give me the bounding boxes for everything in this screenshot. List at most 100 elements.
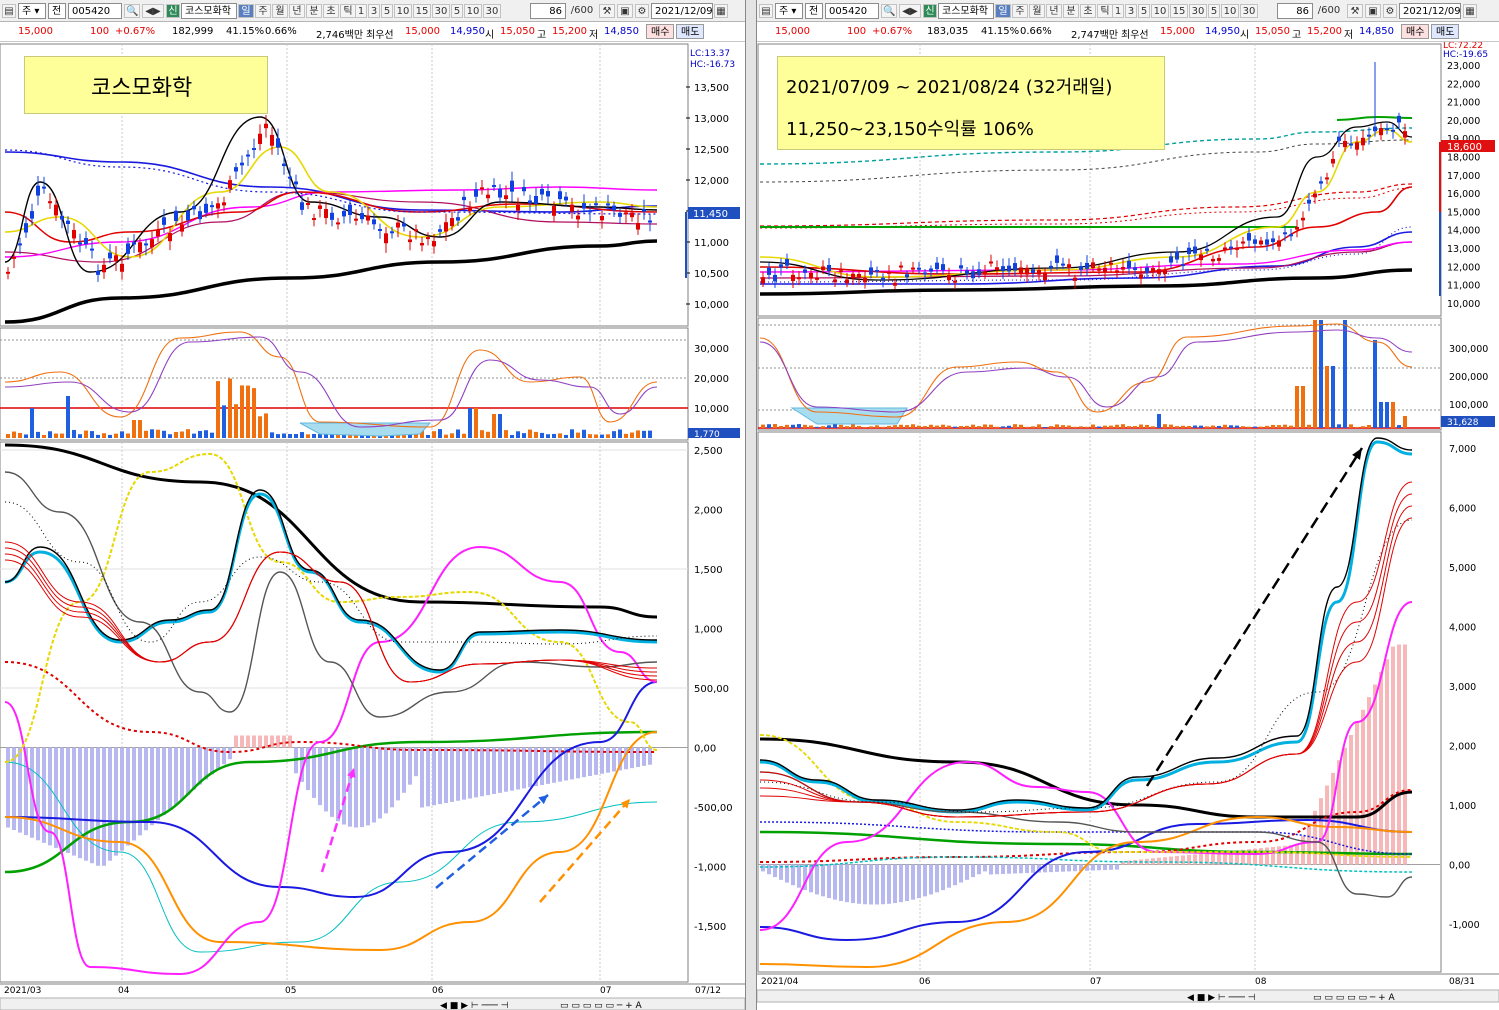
right-settings-icon[interactable]: ⚙ xyxy=(1383,4,1397,18)
right-period-tab-2[interactable]: 월 xyxy=(1029,4,1045,18)
left-tool-icon-1[interactable]: ⚒ xyxy=(599,4,615,18)
right-unit-tab-7[interactable]: 10 xyxy=(1221,4,1239,18)
left-buy-button[interactable]: 매수 xyxy=(646,24,675,39)
left-prev-next-icon[interactable]: ◀▶ xyxy=(142,4,164,18)
right-period-tab-3[interactable]: 년 xyxy=(1046,4,1062,18)
right-best-label: 최우선 xyxy=(1121,30,1149,41)
left-period-tab-5[interactable]: 초 xyxy=(323,4,339,18)
right-osc-tick-6: 1,000 xyxy=(1449,801,1476,812)
right-unit-tab-0[interactable]: 1 xyxy=(1112,4,1124,18)
left-candle xyxy=(576,215,580,220)
right-unit-tab-3[interactable]: 10 xyxy=(1151,4,1169,18)
right-osc-hist xyxy=(809,864,813,893)
right-osc-hist xyxy=(845,864,849,903)
right-unit-tab-2[interactable]: 5 xyxy=(1138,4,1150,18)
right-period-tab-5[interactable]: 초 xyxy=(1080,4,1096,18)
right-ma-gray-dashed xyxy=(759,139,1413,183)
left-unit-tab-5[interactable]: 30 xyxy=(432,4,450,18)
left-osc-tick-2: 1,500 xyxy=(694,565,723,576)
left-credit-badge[interactable]: 신 xyxy=(166,4,180,18)
right-osc-hist xyxy=(881,864,885,905)
right-save-icon[interactable]: ▣ xyxy=(1365,4,1381,18)
right-type-select[interactable]: 전 xyxy=(805,3,823,19)
right-menu-icon[interactable]: ▤ xyxy=(759,4,773,18)
left-osc-hist xyxy=(102,747,106,866)
left-period-tab-6[interactable]: 틱 xyxy=(340,4,356,18)
right-tool-icon-1[interactable]: ⚒ xyxy=(1347,4,1363,18)
right-period-tab-1[interactable]: 주 xyxy=(1012,4,1028,18)
left-period-tab-1[interactable]: 주 xyxy=(255,4,271,18)
left-unit-tab-4[interactable]: 15 xyxy=(413,4,431,18)
right-osc-blue xyxy=(759,818,1413,942)
right-candle xyxy=(809,272,813,279)
right-period-tab-6[interactable]: 틱 xyxy=(1097,4,1113,18)
right-best-ask: 15,000 xyxy=(1160,26,1195,37)
right-search-icon[interactable]: 🔍 xyxy=(881,4,897,18)
left-period-tab-3[interactable]: 년 xyxy=(289,4,305,18)
right-candle xyxy=(1133,267,1137,270)
left-unit-tab-6[interactable]: 5 xyxy=(451,4,463,18)
right-period-tab-0[interactable]: 일 xyxy=(995,4,1011,18)
left-count-input[interactable]: 86 xyxy=(530,3,566,19)
left-calendar-icon[interactable]: ▦ xyxy=(714,4,728,18)
left-type-select[interactable]: 전 xyxy=(48,3,66,19)
right-code-input[interactable]: 005420 ▾ xyxy=(825,3,879,33)
left-save-icon[interactable]: ▣ xyxy=(617,4,633,18)
right-period-tab-4[interactable]: 분 xyxy=(1063,4,1079,18)
left-market-select[interactable]: 주 ▾ xyxy=(18,3,46,19)
right-candle xyxy=(1091,262,1095,269)
right-buy-button[interactable]: 매수 xyxy=(1401,24,1430,39)
right-unit-tab-5[interactable]: 30 xyxy=(1189,4,1207,18)
right-vol-bar xyxy=(1163,424,1167,428)
left-osc-hist xyxy=(648,747,652,765)
left-unit-tab-7[interactable]: 10 xyxy=(464,4,482,18)
left-candle xyxy=(432,241,436,247)
right-unit-tab-6[interactable]: 5 xyxy=(1208,4,1220,18)
right-candle xyxy=(1019,267,1023,274)
right-osc-hist xyxy=(1097,864,1101,871)
left-settings-icon[interactable]: ⚙ xyxy=(635,4,649,18)
left-unit-tab-3[interactable]: 10 xyxy=(394,4,412,18)
right-osc-hist xyxy=(917,864,921,899)
left-price-tick-3: 12,000 xyxy=(694,176,729,187)
left-period-tab-0[interactable]: 일 xyxy=(238,4,254,18)
left-date-input[interactable]: 2021/12/09 xyxy=(651,3,713,19)
left-period-tab-2[interactable]: 월 xyxy=(272,4,288,18)
right-vol-bar xyxy=(1199,425,1203,428)
pane-divider[interactable] xyxy=(745,0,757,1010)
right-vol-bar xyxy=(1013,424,1017,428)
right-credit-badge[interactable]: 신 xyxy=(923,4,937,18)
left-sell-button[interactable]: 매도 xyxy=(676,24,705,39)
left-candle xyxy=(252,148,256,151)
left-menu-icon[interactable]: ▤ xyxy=(2,4,16,18)
left-candle xyxy=(534,196,538,204)
right-market-select[interactable]: 주 ▾ xyxy=(775,3,803,19)
right-sell-button[interactable]: 매도 xyxy=(1431,24,1460,39)
right-candle xyxy=(1025,267,1029,275)
right-vol-bar xyxy=(881,426,885,428)
right-vol-bar xyxy=(1055,424,1059,428)
left-unit-tab-8[interactable]: 30 xyxy=(483,4,501,18)
right-osc-cyan-dashed xyxy=(759,856,1413,873)
left-period-tab-4[interactable]: 분 xyxy=(306,4,322,18)
right-unit-tab-8[interactable]: 30 xyxy=(1240,4,1258,18)
right-change: 100 xyxy=(847,26,867,37)
right-count-input[interactable]: 86 xyxy=(1277,3,1313,19)
right-zoom-controls: ▭ ▭ ▭ ▭ ▭ ─ + A xyxy=(1313,993,1396,1003)
right-vol-bar xyxy=(809,425,813,428)
left-search-icon[interactable]: 🔍 xyxy=(124,4,140,18)
right-unit-tab-4[interactable]: 15 xyxy=(1170,4,1188,18)
left-unit-tab-1[interactable]: 3 xyxy=(368,4,380,18)
left-unit-tab-2[interactable]: 5 xyxy=(381,4,393,18)
right-calendar-icon[interactable]: ▦ xyxy=(1463,4,1477,18)
left-code-input[interactable]: 005420 ▾ xyxy=(68,3,122,33)
left-vol-bar xyxy=(324,431,328,438)
right-date-input[interactable]: 2021/12/09 xyxy=(1399,3,1461,19)
right-unit-tab-1[interactable]: 3 xyxy=(1125,4,1137,18)
left-osc-hist xyxy=(462,747,466,800)
right-vol-bar xyxy=(1169,424,1173,428)
right-prev-next-icon[interactable]: ◀▶ xyxy=(899,4,921,18)
left-unit-tab-0[interactable]: 1 xyxy=(355,4,367,18)
